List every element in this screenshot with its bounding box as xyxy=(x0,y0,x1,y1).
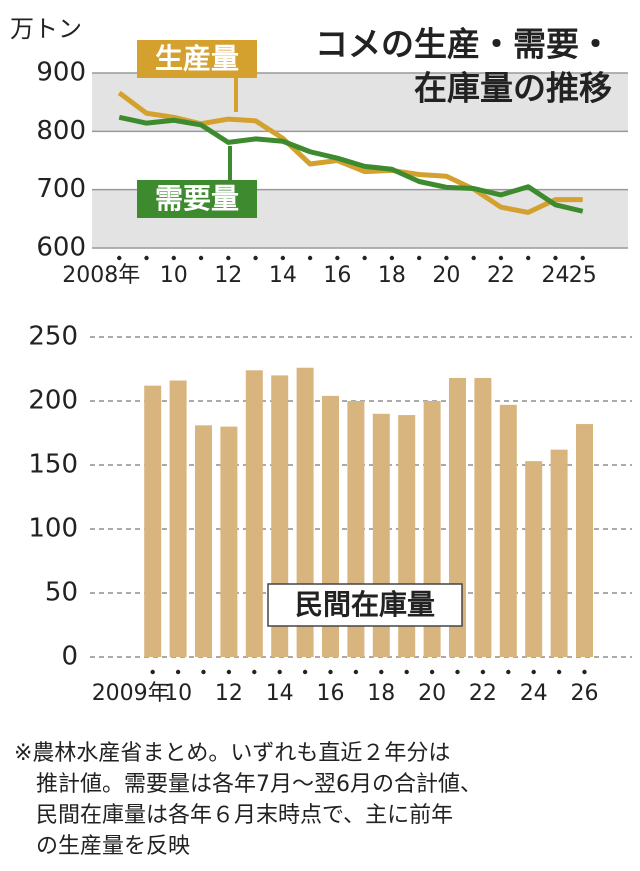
x-tick-label: 2008年 xyxy=(62,263,140,288)
legend-box xyxy=(137,180,257,218)
x-dot xyxy=(556,669,562,675)
x-dot xyxy=(302,669,308,675)
x-tick-label: 2009年 xyxy=(92,681,170,706)
x-tick-label: 16 xyxy=(323,263,351,288)
y-tick-label: 250 xyxy=(28,322,78,352)
chart-title: コメの生産・需要・ xyxy=(315,25,612,64)
legend-label: 生産量 xyxy=(155,42,239,75)
series-line xyxy=(118,114,584,214)
x-dot xyxy=(335,255,340,261)
y-tick-label: 0 xyxy=(61,642,78,672)
legend-label: 需要量 xyxy=(155,182,239,215)
bar xyxy=(550,449,568,657)
x-tick-label: 26 xyxy=(571,681,599,706)
x-dot xyxy=(171,255,176,261)
x-dot xyxy=(144,255,149,261)
x-dot xyxy=(277,669,282,675)
x-dot xyxy=(580,255,585,261)
bar xyxy=(245,370,263,657)
x-dot xyxy=(531,669,536,675)
chart-title: 在庫量の推移 xyxy=(414,69,612,108)
bar xyxy=(220,426,238,657)
note-line: 推計値。需要量は各年7月～翌6月の合計値、 xyxy=(36,772,482,797)
y-unit: 万トン xyxy=(10,15,82,43)
x-dot xyxy=(175,669,181,675)
x-tick-label: 16 xyxy=(317,681,345,706)
x-dot xyxy=(280,255,286,261)
bar xyxy=(169,380,187,657)
y-tick-label: 800 xyxy=(36,116,86,146)
x-tick-label: 14 xyxy=(266,681,294,706)
bar xyxy=(499,404,517,657)
x-tick-label: 22 xyxy=(469,681,497,706)
x-dot xyxy=(455,669,460,675)
x-dot xyxy=(480,669,486,675)
y-tick-label: 150 xyxy=(28,450,78,480)
x-tick-label: 12 xyxy=(215,681,243,706)
note-line: 民間在庫量は各年６月末時点で、主に前年 xyxy=(36,803,454,828)
x-tick-label: 10 xyxy=(164,681,192,706)
x-dot xyxy=(471,255,476,261)
x-dot xyxy=(444,255,449,261)
x-dot xyxy=(362,255,367,261)
x-tick-label: 24 xyxy=(520,681,548,706)
x-dot xyxy=(307,255,313,261)
annotation: 民間在庫量 xyxy=(295,588,435,621)
bar xyxy=(144,385,162,657)
note-line: の生産量を反映 xyxy=(36,834,191,859)
x-tick-label: 14 xyxy=(269,263,297,288)
x-dot xyxy=(226,255,231,261)
x-dot xyxy=(498,255,504,261)
x-dot xyxy=(353,669,359,675)
x-tick-label: 22 xyxy=(487,263,515,288)
x-tick-label: 18 xyxy=(367,681,395,706)
note: ※農林水産省まとめ。いずれも直近２年分は推計値。需要量は各年7月～翌6月の合計値… xyxy=(14,738,482,862)
y-tick-label: 700 xyxy=(36,174,86,204)
x-dot xyxy=(253,255,258,261)
x-dot xyxy=(198,255,204,261)
x-dot xyxy=(201,669,206,675)
x-dot xyxy=(526,255,531,261)
x-dot xyxy=(429,669,435,675)
x-dot xyxy=(506,669,511,675)
x-tick-label: 12 xyxy=(214,263,242,288)
y-tick-label: 900 xyxy=(36,58,86,88)
x-dot xyxy=(150,669,155,675)
y-tick-label: 600 xyxy=(36,233,86,263)
x-tick-label: 18 xyxy=(378,263,406,288)
legend-box xyxy=(137,40,257,78)
x-dot xyxy=(252,669,257,675)
x-dot xyxy=(553,255,558,261)
x-dot xyxy=(389,255,395,261)
x-tick-label: 25 xyxy=(569,263,597,288)
annotation-box xyxy=(267,583,463,627)
x-dot xyxy=(416,255,422,261)
bar xyxy=(525,461,543,657)
x-tick-label: 20 xyxy=(418,681,446,706)
bar xyxy=(474,377,492,657)
x-dot xyxy=(117,255,122,261)
bar xyxy=(576,424,593,657)
x-dot xyxy=(328,669,333,675)
x-dot xyxy=(404,669,409,675)
x-tick-label: 10 xyxy=(160,263,188,288)
x-dot xyxy=(582,669,587,675)
x-dot xyxy=(226,669,232,675)
note-line: ※農林水産省まとめ。いずれも直近２年分は xyxy=(14,741,451,766)
y-tick-label: 100 xyxy=(28,514,78,544)
x-dot xyxy=(379,669,384,675)
x-tick-label: 24 xyxy=(541,263,569,288)
y-tick-label: 200 xyxy=(28,386,78,416)
x-tick-label: 20 xyxy=(432,263,460,288)
bar xyxy=(195,425,212,657)
y-tick-label: 50 xyxy=(45,578,78,608)
